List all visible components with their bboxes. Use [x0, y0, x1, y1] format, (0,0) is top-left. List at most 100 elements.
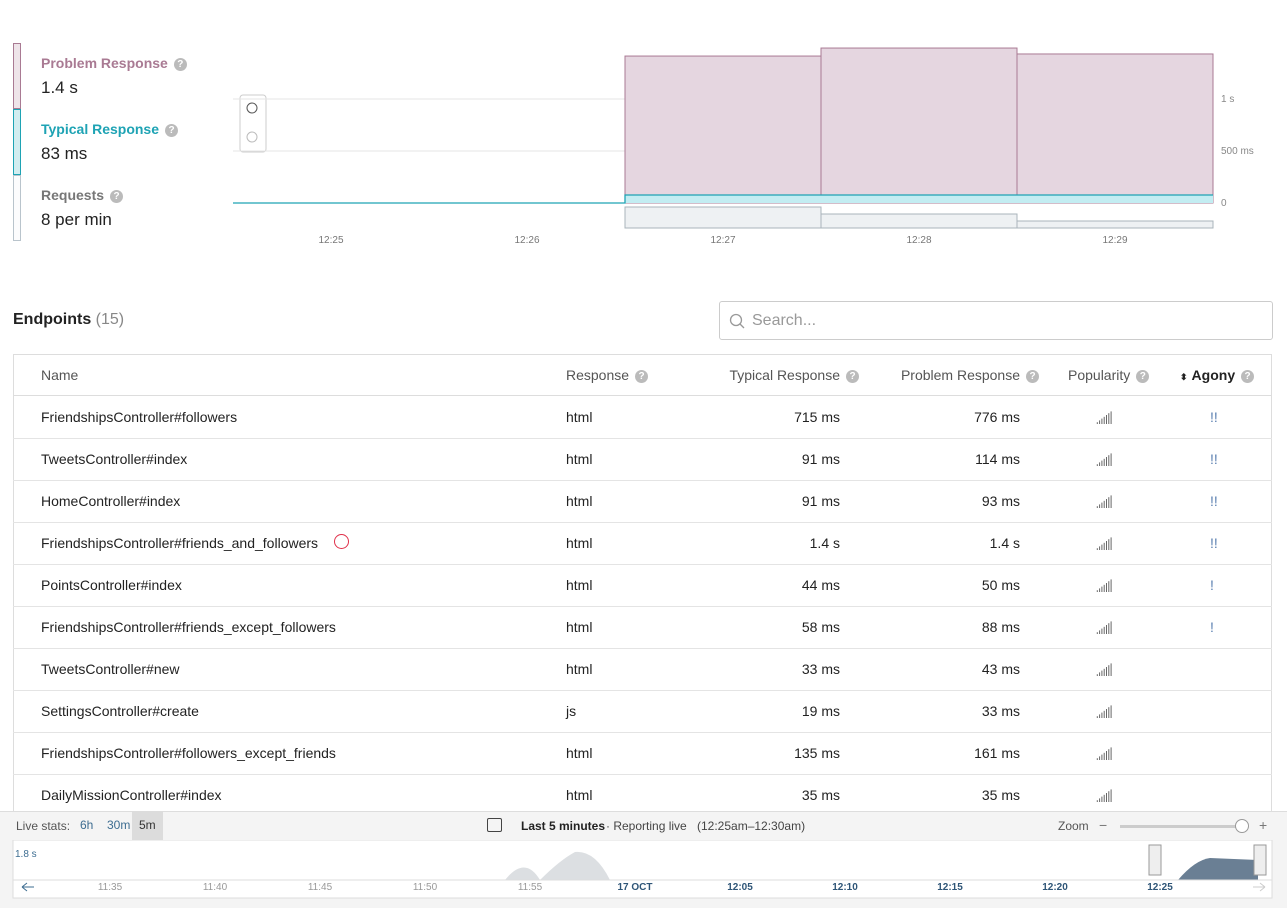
typical-response: 1.4 s — [809, 535, 840, 551]
title: Endpoints — [13, 311, 92, 328]
response-type: html — [566, 535, 593, 551]
endpoint-row[interactable]: FriendshipsController#followers html 715 m… — [13, 396, 1272, 439]
range-button[interactable]: 6h — [80, 818, 94, 832]
timeline: 1.8 s 11:35 11:40 11:45 11:50 11:55 17 OCT 12:0… — [12, 840, 1273, 899]
period: Last 5 minutes — [521, 819, 606, 833]
timeline-tick: 11:40 — [203, 882, 228, 893]
agony: ! — [1210, 619, 1214, 635]
typical-response: 58 ms — [801, 619, 840, 635]
x-tick-label: 12:25 — [318, 235, 343, 246]
popularity-icon — [1096, 411, 1112, 424]
endpoint-row[interactable]: SettingsController#create js 19 ms 33 ms — [13, 690, 1272, 733]
scroll-left[interactable] — [21, 882, 34, 892]
timeline-tick: 12:05 — [727, 882, 753, 893]
range-button[interactable]: 5m — [132, 811, 163, 840]
popularity-icon — [1096, 621, 1112, 634]
metric-value: 83 ms — [41, 144, 88, 163]
zoom-label: Zoom — [1058, 819, 1089, 833]
requests-area — [624, 206, 822, 229]
problem-area — [624, 55, 822, 204]
help-icon: ? — [1241, 370, 1255, 383]
problem-response: 43 ms — [981, 661, 1020, 677]
column-header: Typical Response? — [729, 367, 859, 383]
alert-icon — [334, 534, 349, 549]
response-chart: 0 500 ms 1 s 12:25 12:26 12:27 12:28 12:29 — [233, 47, 1254, 246]
zoom-controls[interactable] — [239, 94, 267, 153]
calendar-icon — [487, 818, 502, 832]
y-tick-label: 1 s — [1221, 94, 1234, 105]
popularity-icon — [1096, 453, 1112, 466]
typical-area — [1017, 194, 1213, 203]
problem-response: 776 ms — [974, 409, 1020, 425]
timeline-tick: 12:10 — [832, 882, 858, 893]
column-header: Name — [41, 367, 78, 383]
problem-response: 93 ms — [981, 493, 1020, 509]
typical-response: 35 ms — [801, 787, 840, 803]
x-tick-label: 12:26 — [514, 235, 539, 246]
problem-response: 161 ms — [974, 745, 1020, 761]
range-handle[interactable] — [1148, 844, 1162, 876]
agony: !! — [1210, 409, 1218, 425]
endpoint-row[interactable]: FriendshipsController#followers_except_f… — [13, 732, 1272, 775]
window: (12:25am–12:30am) — [697, 819, 806, 833]
column-name: Popularity — [1068, 367, 1131, 383]
range-button[interactable]: 30m — [107, 818, 131, 832]
typical-response: 715 ms — [794, 409, 840, 425]
metric-name: Requests — [41, 187, 105, 203]
search-icon — [729, 313, 745, 329]
column-name: Problem Response — [900, 367, 1020, 383]
endpoint-row[interactable]: HomeController#index html 91 ms 93 ms!! — [13, 480, 1272, 523]
endpoint-name: PointsController#index — [41, 577, 182, 593]
search-box[interactable]: Search... — [719, 301, 1273, 340]
timeline-tick: 12:20 — [1042, 882, 1068, 893]
metric-name: Typical Response — [41, 121, 160, 137]
response-type: html — [566, 493, 593, 509]
metric-label: Typical Response? — [41, 121, 179, 137]
response-type: html — [566, 451, 593, 467]
zoom-out[interactable] — [246, 131, 258, 143]
timeline-tick: 17 OCT — [617, 882, 652, 893]
metric-bar — [13, 43, 21, 109]
popularity-icon — [1096, 579, 1112, 592]
response-type: html — [566, 577, 593, 593]
typical-response: 135 ms — [794, 745, 840, 761]
agony: ! — [1210, 577, 1214, 593]
live-label: Live stats: — [16, 819, 71, 833]
zoom-knob[interactable] — [1235, 819, 1249, 833]
metric-bar — [13, 109, 21, 175]
column-name: Response — [566, 367, 630, 383]
endpoints-table — [13, 354, 1272, 815]
problem-response: 88 ms — [981, 619, 1020, 635]
endpoint-name: TweetsController#new — [41, 661, 180, 677]
endpoint-row[interactable]: TweetsController#index html 91 ms 114 ms!! — [13, 438, 1272, 481]
response-type: html — [566, 619, 593, 635]
zoom-plus: + — [1259, 817, 1268, 833]
column-name: Name — [41, 367, 79, 383]
help-icon: ? — [635, 370, 649, 383]
popularity-icon — [1096, 495, 1112, 508]
x-tick-label: 12:28 — [906, 235, 931, 246]
endpoints-heading: Endpoints (15) — [13, 311, 124, 329]
range-handle[interactable] — [1253, 844, 1267, 876]
endpoint-row[interactable]: PointsController#index html 44 ms 50 ms! — [13, 564, 1272, 607]
problem-response: 35 ms — [981, 787, 1020, 803]
timeline-tick: 11:35 — [98, 882, 123, 893]
scroll-right[interactable] — [1253, 882, 1266, 892]
endpoint-row[interactable]: TweetsController#new html 33 ms 43 ms — [13, 648, 1272, 691]
endpoint-row[interactable]: FriendshipsController#friends_and_follow… — [13, 522, 1272, 565]
zoom-in[interactable] — [246, 102, 258, 114]
help-icon: ? — [1136, 370, 1150, 383]
header-divider — [13, 395, 1272, 396]
response-type: html — [566, 745, 593, 761]
popularity-icon — [1096, 663, 1112, 676]
typical-response: 33 ms — [801, 661, 840, 677]
problem-response: 50 ms — [981, 577, 1020, 593]
help-icon: ? — [846, 370, 859, 383]
response-type: html — [566, 787, 593, 803]
typical-response: 19 ms — [801, 703, 840, 719]
endpoint-row[interactable]: FriendshipsController#friends_except_fol… — [13, 606, 1272, 649]
problem-response: 1.4 s — [989, 535, 1020, 551]
metric-name: Problem Response — [41, 55, 168, 71]
column-header: Response? — [566, 367, 649, 383]
